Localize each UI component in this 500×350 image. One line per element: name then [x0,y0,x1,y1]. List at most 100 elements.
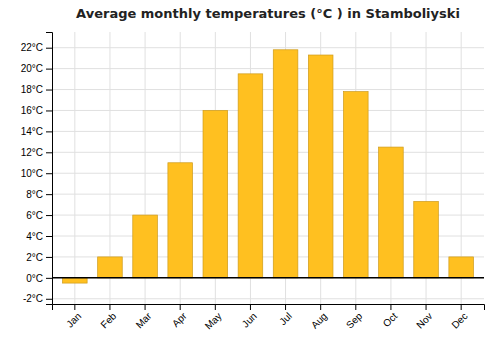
axis-line [46,33,53,305]
bar [133,215,158,278]
tick-mark [355,304,356,310]
grid-line [52,152,484,153]
x-tick: Oct [381,304,400,329]
bar [168,163,193,278]
grid-line [52,89,484,90]
chart: -2°C 0°C 2°C 4°C 6°C 8°C 10°C 12°C 14°C 16°C 18°C 2… [0,0,500,350]
grid-line [52,298,484,299]
tick-label: 20°C [21,63,43,74]
bar [203,110,228,277]
tick-mark [46,131,52,132]
tick-mark [109,304,110,310]
tick-mark [461,304,462,310]
y-tick: -2°C [23,293,52,304]
tick-mark [250,304,251,310]
y-tick: 8°C [26,189,52,200]
x-tick: Apr [170,304,189,329]
y-tick: 14°C [21,126,52,137]
x-tick: Jan [64,304,83,330]
bar [238,74,263,278]
y-tick: 0°C [26,273,52,284]
x-tick: Jul [277,304,294,327]
tick-mark [46,90,52,91]
tick-label: 10°C [21,168,43,179]
bar [273,50,298,278]
title: Average monthly temperatures (°C ) in St… [76,6,460,21]
tick-mark [180,304,181,310]
tick-label: 14°C [21,126,43,137]
x-tick: Sep [344,304,365,331]
tick-mark [46,152,52,153]
tick-mark [46,215,52,216]
grid-line [52,110,484,111]
zero-line [52,277,484,279]
tick-mark [215,304,216,310]
x-tick: Jun [240,304,259,330]
tick-label: Mar [134,310,154,330]
bar [63,278,88,283]
tick-label: 2°C [26,252,43,263]
tick-mark [46,299,52,300]
tick-label: May [203,310,224,331]
tick-mark [426,304,427,310]
tick-label: Jan [64,310,83,329]
x-tick: Dec [449,304,469,331]
y-tick: 18°C [21,84,52,95]
tick-mark [46,173,52,174]
grid-line [52,194,484,195]
tick-mark [145,304,146,310]
y-tick: 6°C [26,210,52,221]
tick-mark [46,194,52,195]
grid [52,32,484,304]
tick-label: Dec [449,310,469,330]
tick-label: 8°C [26,189,43,200]
tick-label: Oct [381,310,400,329]
tick-label: 6°C [26,210,43,221]
tick-mark [390,304,391,310]
tick-label: Nov [414,310,434,330]
y-tick: 2°C [26,252,52,263]
y-tick: 12°C [21,147,52,158]
tick-label: Aug [309,310,329,330]
bar [379,147,404,278]
tick-label: Sep [344,310,365,331]
tick-mark [320,304,321,310]
bar [414,201,439,277]
y-tick: 10°C [21,168,52,179]
grid-line [52,131,484,132]
x-tick: May [203,304,224,332]
grid-line [52,277,484,278]
tick-label: 16°C [21,105,43,116]
tick-label: Jun [240,310,259,329]
x-tick: Aug [309,304,329,331]
bar [344,92,369,278]
x-tick: Feb [98,304,118,330]
y-tick: 20°C [21,63,52,74]
y-tick: 4°C [26,231,52,242]
grid-line [52,68,484,69]
tick-mark [46,278,52,279]
tick-label: Jul [277,310,294,327]
tick-label: Feb [98,310,118,330]
tick-label: 4°C [26,231,43,242]
tick-label: 18°C [21,84,43,95]
x-tick: Nov [414,304,434,331]
tick-label: -2°C [23,293,43,304]
bar [449,257,474,278]
tick-label: 22°C [21,42,43,53]
y-tick: 16°C [21,105,52,116]
bar [308,55,333,278]
bar [98,257,123,278]
y-tick: 22°C [21,42,52,53]
tick-label: Apr [170,310,189,329]
tick-mark [285,304,286,310]
tick-mark [46,257,52,258]
tick-label: 0°C [26,273,43,284]
x-axis: Jan Feb Mar Apr May Jun Jul Aug Sep Oct Nov Dec [53,304,485,332]
grid-line [52,173,484,174]
plot-area [52,50,484,283]
grid-line [52,47,484,48]
y-axis: -2°C 0°C 2°C 4°C 6°C 8°C 10°C 12°C 14°C 16°C 18°C 2… [21,33,53,305]
x-tick: Mar [134,304,154,330]
tick-mark [46,236,52,237]
